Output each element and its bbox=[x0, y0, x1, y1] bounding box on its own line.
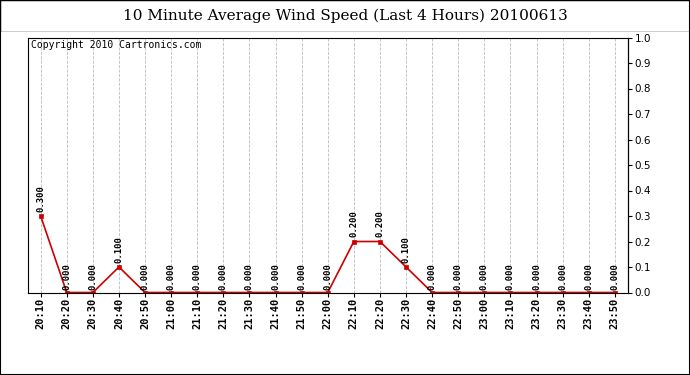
Text: 0.000: 0.000 bbox=[219, 263, 228, 290]
Text: 0.000: 0.000 bbox=[193, 263, 201, 290]
Text: 0.000: 0.000 bbox=[62, 263, 71, 290]
Text: 0.000: 0.000 bbox=[323, 263, 333, 290]
Text: 0.000: 0.000 bbox=[167, 263, 176, 290]
Text: 10 Minute Average Wind Speed (Last 4 Hours) 20100613: 10 Minute Average Wind Speed (Last 4 Hou… bbox=[123, 9, 567, 23]
Text: 0.000: 0.000 bbox=[506, 263, 515, 290]
Text: 0.000: 0.000 bbox=[297, 263, 306, 290]
Text: 0.200: 0.200 bbox=[349, 210, 358, 237]
Text: 0.000: 0.000 bbox=[88, 263, 97, 290]
Text: 0.100: 0.100 bbox=[402, 236, 411, 263]
Text: 0.100: 0.100 bbox=[115, 236, 124, 263]
Text: 0.000: 0.000 bbox=[454, 263, 463, 290]
Text: Copyright 2010 Cartronics.com: Copyright 2010 Cartronics.com bbox=[30, 40, 201, 50]
Text: 0.000: 0.000 bbox=[245, 263, 254, 290]
Text: 0.000: 0.000 bbox=[611, 263, 620, 290]
Text: 0.200: 0.200 bbox=[375, 210, 384, 237]
Text: 0.300: 0.300 bbox=[36, 185, 45, 212]
Text: 0.000: 0.000 bbox=[584, 263, 593, 290]
Text: 0.000: 0.000 bbox=[141, 263, 150, 290]
Text: 0.000: 0.000 bbox=[428, 263, 437, 290]
Text: 0.000: 0.000 bbox=[271, 263, 280, 290]
Text: 0.000: 0.000 bbox=[532, 263, 541, 290]
Text: 0.000: 0.000 bbox=[480, 263, 489, 290]
Text: 0.000: 0.000 bbox=[558, 263, 567, 290]
